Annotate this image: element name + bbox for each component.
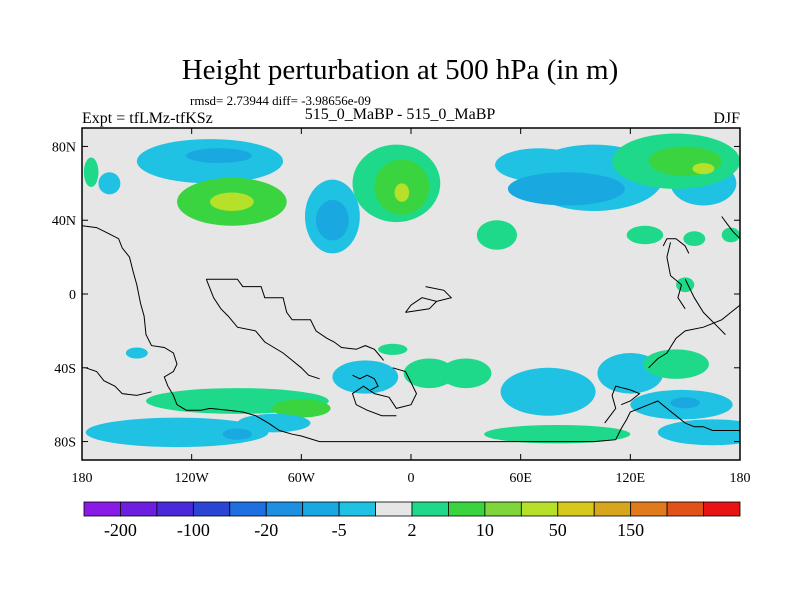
anomaly-region (440, 358, 492, 389)
colorbar-label: 150 (617, 520, 644, 540)
colorbar-swatch (156, 501, 194, 517)
coastline (85, 367, 152, 396)
colorbar-swatch (192, 501, 231, 517)
colorbar-swatch (703, 501, 741, 517)
coastline (604, 385, 641, 424)
y-tick-label: 80S (54, 436, 76, 451)
colorbar-swatch (302, 501, 340, 517)
center-label: 515_0_MaBP - 515_0_MaBP (304, 106, 496, 123)
coastline (425, 286, 453, 302)
colorbar-label: -5 (332, 520, 347, 540)
coastlines (82, 216, 740, 443)
anomaly-region (125, 347, 148, 359)
colorbar-swatch (120, 501, 158, 517)
coastline (351, 367, 418, 417)
colorbar-label: 10 (476, 520, 494, 540)
coastline (666, 242, 686, 310)
x-tick-label: 180 (72, 471, 93, 486)
colorbar-swatch (229, 501, 267, 517)
x-tick-label: 60W (288, 471, 316, 486)
anomaly-region (237, 413, 311, 433)
colorbar-swatch (83, 501, 121, 517)
colorbar-label: 2 (408, 520, 417, 540)
anomaly-region (315, 199, 349, 241)
anomaly-region (98, 172, 121, 195)
anomaly-region (83, 157, 99, 188)
y-tick-label: 40N (52, 214, 76, 229)
coastline (684, 278, 726, 335)
y-tick-label: 80N (52, 140, 76, 155)
anomaly-region (721, 227, 740, 243)
x-tick-label: 0 (408, 471, 415, 486)
anomaly-region (657, 419, 740, 446)
colorbar-swatch (557, 501, 595, 517)
colorbar-swatch (338, 501, 376, 517)
coastline (721, 216, 740, 240)
anomaly-region (643, 349, 709, 379)
coastline (352, 374, 379, 391)
colorbar-swatch (448, 501, 486, 517)
y-tick-label: 40S (54, 362, 76, 377)
x-tick-label: 120W (175, 471, 210, 486)
experiment-label: Expt = tfLMz-tfKSz (82, 110, 213, 127)
chart-title: Height perturbation at 500 hPa (in m) (181, 54, 619, 86)
anomaly-field (83, 133, 740, 448)
y-tick-label: 0 (69, 288, 76, 303)
colorbar-swatch (265, 501, 304, 517)
colorbar-swatch (666, 501, 704, 517)
x-tick-label: 180 (730, 471, 751, 486)
anomaly-region (500, 367, 596, 416)
anomaly-region (683, 231, 706, 247)
anomaly-region (332, 360, 399, 394)
colorbar-label: -200 (104, 520, 137, 540)
colorbar-swatch (484, 501, 522, 517)
anomaly-region (272, 399, 331, 418)
colorbar-label: 50 (549, 520, 567, 540)
colorbar-label: -100 (177, 520, 210, 540)
coastline (405, 297, 438, 313)
colorbar-swatch (375, 501, 413, 517)
anomaly-region (670, 397, 700, 409)
season-label: DJF (713, 110, 740, 127)
x-tick-label: 60E (509, 471, 532, 486)
anomaly-region (507, 172, 625, 206)
anomaly-region (403, 358, 455, 389)
anomaly-region (85, 417, 269, 448)
anomaly-region (222, 428, 252, 440)
stats-line: rmsd= 2.73944 diff= -3.98656e-09 (190, 93, 371, 108)
colorbar-swatch (411, 501, 449, 517)
colorbar-swatch (593, 501, 632, 517)
anomaly-region (476, 220, 518, 250)
anomaly-region (186, 148, 252, 164)
anomaly-region (626, 225, 664, 245)
coastline (648, 304, 740, 369)
coastline (662, 238, 690, 254)
colorbar-swatch (520, 501, 559, 517)
x-tick-label: 120E (616, 471, 646, 486)
colorbar-swatch (630, 501, 668, 517)
colorbar-label: -20 (254, 520, 278, 540)
anomaly-region (484, 424, 631, 444)
coastline (82, 225, 740, 443)
coastline (206, 278, 384, 361)
anomaly-region (394, 183, 410, 202)
anomaly-region (692, 163, 715, 175)
coastline (205, 279, 320, 380)
anomaly-region (209, 192, 254, 211)
anomaly-region (378, 343, 408, 355)
